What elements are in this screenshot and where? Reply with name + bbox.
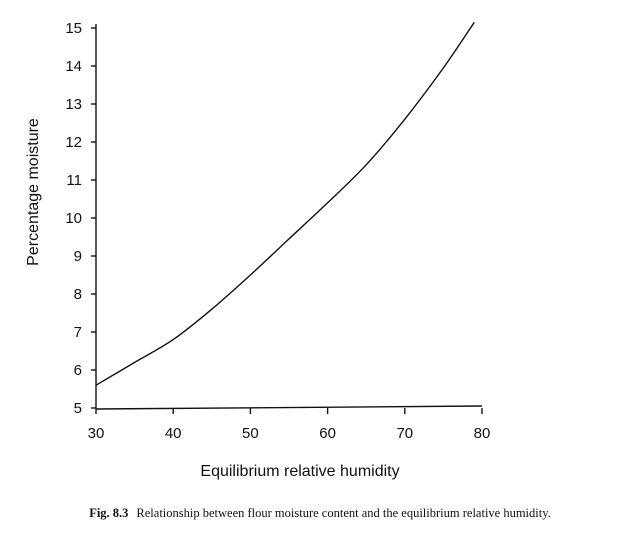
chart: 5 6 7 8 9 10 11 12 13 14 15 30 40 50 60 70 80 Percentag… xyxy=(25,20,491,480)
caption-label: Fig. 8.3 xyxy=(89,506,129,520)
y-tick-label: 14 xyxy=(65,58,82,75)
y-tick-label: 15 xyxy=(65,20,82,37)
series-line xyxy=(95,21,475,386)
x-tick-label: 50 xyxy=(242,425,259,442)
figure-caption: Fig. 8.3 Relationship between flour moist… xyxy=(0,506,640,521)
y-tick-label: 11 xyxy=(66,172,82,189)
y-tick-label: 10 xyxy=(65,210,82,227)
x-axis-ticks: 30 40 50 60 70 80 xyxy=(88,408,491,442)
x-tick-label: 30 xyxy=(88,425,105,442)
y-tick-label: 8 xyxy=(74,286,82,303)
y-tick-label: 7 xyxy=(74,324,82,341)
x-tick-label: 80 xyxy=(474,425,491,442)
x-axis-line xyxy=(95,405,483,410)
y-axis-ticks: 5 6 7 8 9 10 11 12 13 14 15 xyxy=(65,20,96,417)
x-axis-title: Equilibrium relative humidity xyxy=(200,463,399,480)
caption-text: Relationship between flour moisture cont… xyxy=(136,506,551,520)
x-tick-label: 70 xyxy=(396,425,413,442)
y-tick-label: 13 xyxy=(65,96,82,113)
x-tick-label: 60 xyxy=(319,425,336,442)
y-tick-label: 5 xyxy=(74,400,82,417)
y-tick-label: 9 xyxy=(74,248,82,265)
y-axis-title: Percentage moisture xyxy=(25,118,42,266)
y-tick-label: 6 xyxy=(74,362,82,379)
x-tick-label: 40 xyxy=(165,425,182,442)
y-tick-label: 12 xyxy=(65,134,82,151)
